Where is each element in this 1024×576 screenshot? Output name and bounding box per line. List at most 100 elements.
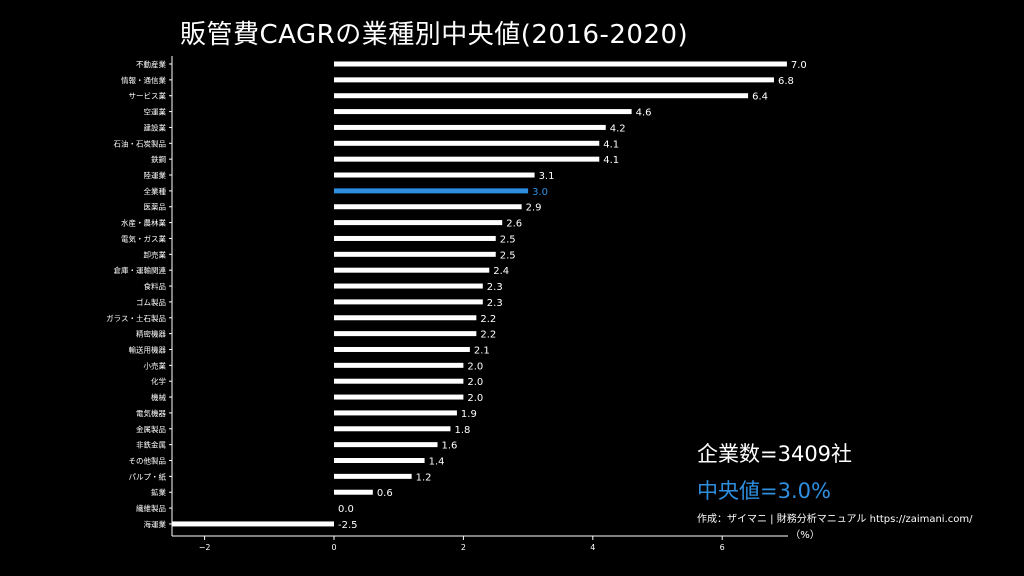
value-label: 2.9 [526,203,542,214]
category-label: 石油・石炭製品 [114,138,167,148]
bar [334,61,787,67]
category-label: 金属製品 [136,424,166,434]
category-label: 水産・農林業 [121,218,166,228]
chart-title: 販管費CAGRの業種別中央値(2016-2020) [180,20,689,50]
category-label: 食料品 [144,281,167,291]
category-label: 精密機器 [136,329,166,339]
value-label: 2.6 [506,219,522,230]
bar [334,156,600,162]
category-label: 空運業 [144,107,167,117]
value-label: 2.0 [467,377,483,388]
value-label: 4.1 [603,139,619,150]
category-label: パルプ・紙 [129,471,167,481]
median-value: 中央値=3.0% [697,479,831,503]
value-label: 1.2 [416,472,432,483]
category-label: 化学 [151,376,166,386]
category-label: ガラス・土石製品 [106,313,166,323]
x-tick-label: −2 [199,543,211,552]
value-label: 1.8 [454,425,470,436]
bar [334,394,464,400]
category-label: 海運業 [144,519,167,529]
category-label: 鉄鋼 [151,154,166,164]
bar [334,458,425,463]
value-label: 6.4 [752,92,768,103]
value-label: 2.3 [487,282,503,293]
category-label: 鉱業 [151,487,166,497]
bar [334,426,451,432]
x-tick-label: 0 [331,543,336,552]
category-label: 医薬品 [144,202,167,212]
value-label: 0.0 [338,504,354,515]
bar [334,473,412,479]
value-label: 2.0 [467,393,483,404]
value-label: 6.8 [778,76,794,87]
bar [334,140,600,146]
bar [334,124,606,130]
value-label: 4.2 [610,123,626,134]
value-label: 4.1 [603,155,619,166]
value-label: 2.2 [480,314,496,325]
bar [334,442,438,448]
bar [334,299,483,305]
bar [334,220,503,226]
bar [334,410,457,416]
company-count: 企業数=3409社 [697,442,853,466]
value-label: 0.6 [377,488,393,499]
bar [334,489,373,495]
bar [334,251,496,257]
category-label: ゴム製品 [136,297,166,307]
category-label: 全業種 [144,186,167,196]
category-label: サービス業 [129,91,167,101]
bar [334,93,749,99]
value-label: 2.3 [487,298,503,309]
value-label: 1.4 [429,457,445,468]
bar [334,109,632,115]
category-label: 非鉄金属 [136,440,166,450]
x-tick-label: 2 [461,543,466,552]
x-tick-label: 6 [720,543,725,552]
category-label: 倉庫・運輸関連 [114,265,167,275]
bar [334,172,535,178]
category-label: 電気機器 [136,408,166,418]
bar [334,331,477,337]
value-label: 3.0 [532,187,548,198]
value-label: 3.1 [539,171,555,182]
value-label: 7.0 [791,60,807,71]
value-label: 2.1 [474,345,490,356]
bar [334,346,470,352]
value-label: 2.2 [480,330,496,341]
category-label: 建設業 [144,122,167,132]
value-label: 2.4 [493,266,509,277]
value-label: 2.5 [500,234,516,245]
bar [334,283,483,289]
x-axis-label: （%） [790,529,820,541]
category-label: 輸送用機器 [129,344,167,354]
bar [334,267,490,273]
category-label: その他製品 [129,456,167,466]
bar [334,77,774,83]
bar [334,188,529,194]
bar [334,378,464,384]
category-label: 繊維製品 [136,503,166,513]
credit-text: 作成：ザイマニ | 財務分析マニュアル https://zaimani.com/ [697,514,973,525]
category-label: 不動産業 [136,59,166,69]
bar [334,362,464,368]
category-label: 卸売業 [144,249,167,259]
value-label: -2.5 [338,520,358,531]
value-label: 4.6 [636,108,652,119]
value-label: 2.5 [500,250,516,261]
category-label: 陸運業 [144,170,167,180]
value-label: 2.0 [467,361,483,372]
category-label: 小売業 [144,360,167,370]
value-label: 1.9 [461,409,477,420]
bar [334,235,496,241]
x-tick-label: 4 [590,543,595,552]
bar [334,204,522,210]
bar [334,315,477,321]
category-label: 電気・ガス業 [121,233,166,243]
category-label: 情報・通信業 [121,75,166,85]
value-label: 1.6 [442,441,458,452]
bar [172,521,334,527]
category-label: 機械 [151,392,166,402]
